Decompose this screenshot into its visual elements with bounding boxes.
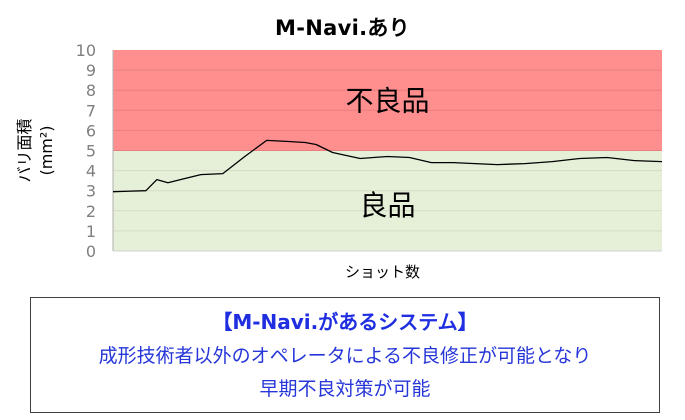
caption-line-1: 成形技術者以外のオペレータによる不良修正が可能となり (98, 345, 592, 367)
y-tick-label: 9 (86, 61, 96, 80)
y-tick-label: 2 (86, 202, 96, 221)
y-tick-label: 8 (86, 81, 96, 100)
region-label-defective: 不良品 (345, 84, 429, 117)
y-tick-label: 5 (86, 142, 96, 161)
y-axis-label-line: バリ面積 (15, 118, 34, 182)
region-defective (113, 50, 662, 151)
y-tick-label: 3 (86, 182, 96, 201)
caption-line-2: 早期不良対策が可能 (259, 378, 431, 400)
y-axis-label-line: (mm²) (37, 125, 56, 175)
caption-box: 【M-Navi.があるシステム】 成形技術者以外のオペレータによる不良修正が可能… (30, 297, 660, 413)
x-axis-label: ショット数 (345, 263, 420, 281)
y-tick-label: 7 (86, 101, 96, 120)
series-line-0 (112, 139, 663, 193)
y-tick-label: 4 (86, 162, 96, 181)
region-good (113, 150, 662, 251)
y-tick-label: 0 (86, 242, 96, 261)
caption-heading: 【M-Navi.があるシステム】 (212, 310, 478, 334)
y-tick-label: 10 (76, 41, 96, 60)
y-axis-label: バリ面積 (mm²) (15, 118, 56, 182)
region-label-good: 良品 (359, 189, 415, 222)
y-tick-label: 1 (86, 222, 96, 241)
y-tick-label: 6 (86, 121, 96, 140)
chart-title: M-Navi.あり (275, 16, 410, 40)
